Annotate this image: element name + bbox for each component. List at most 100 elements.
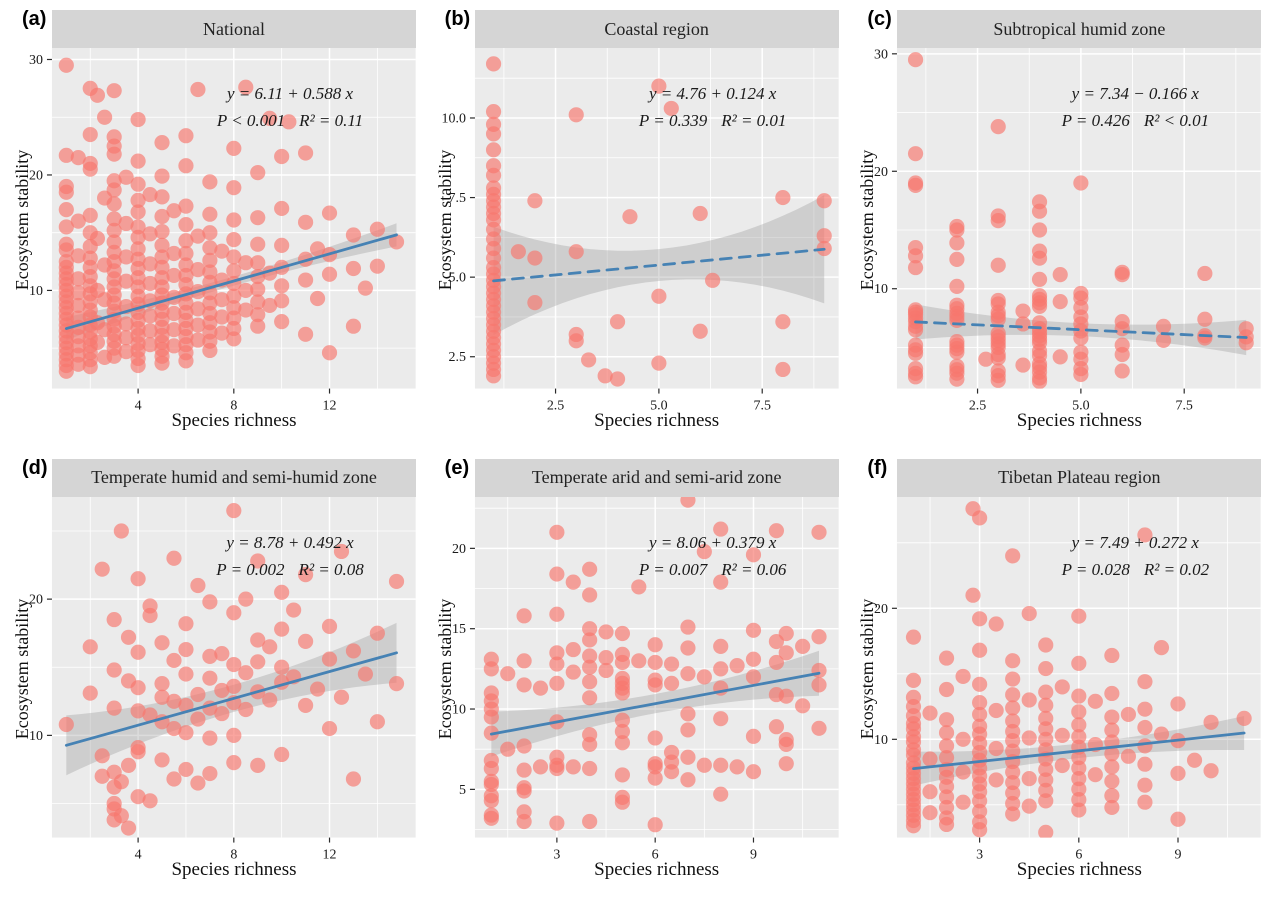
y-axis-label: Ecosystem stability (857, 598, 878, 739)
r-squared: R² = 0.02 (1143, 559, 1210, 579)
panel-title-strip-c: Subtropical humid zone (897, 10, 1262, 48)
panel-title: Temperate arid and semi-arid zone (531, 467, 782, 487)
svg-text:20: 20 (874, 165, 888, 180)
svg-text:6: 6 (1076, 847, 1083, 862)
panel-a: 4 8 12 10 20 30 (a) National y = 6.11 + 0.588… (0, 0, 423, 449)
panel-title-strip-b: Coastal region (474, 10, 839, 48)
regression-stats: P < 0.001 R² = 0.11 (217, 111, 363, 131)
svg-text:5.0: 5.0 (1072, 399, 1089, 414)
x-axis-label: Species richness (1016, 858, 1142, 880)
panel-title: Tibetan Plateau region (998, 467, 1161, 487)
panel-title-strip-f: Tibetan Plateau region (897, 458, 1262, 497)
svg-text:20: 20 (29, 168, 43, 183)
svg-text:20: 20 (874, 601, 888, 616)
p-value: P < 0.001 (216, 111, 286, 130)
regression-stats: P = 0.339 R² = 0.01 (639, 111, 787, 131)
regression-stats: P = 0.002 R² = 0.08 (216, 560, 364, 580)
svg-text:9: 9 (1175, 847, 1182, 862)
panel-title-strip-a: National (52, 10, 416, 48)
svg-text:10: 10 (452, 702, 466, 717)
panel-title: Subtropical humid zone (993, 18, 1166, 39)
svg-text:7.5: 7.5 (448, 191, 465, 206)
regression-stats: P = 0.007 R² = 0.06 (639, 560, 787, 580)
x-axis-label: Species richness (171, 410, 297, 431)
panel-letter-a: (a) (22, 8, 47, 30)
p-value: P = 0.028 (1061, 559, 1130, 579)
regression-stats: P = 0.426 R² < 0.01 (1062, 111, 1210, 131)
panel-letter-b: (b) (444, 8, 471, 30)
svg-text:10: 10 (29, 728, 43, 743)
regression-equation: y = 7.34 − 0.166 x (1071, 84, 1199, 103)
p-value: P = 0.007 (638, 559, 708, 579)
svg-text:6: 6 (651, 847, 658, 862)
svg-text:7.5: 7.5 (1176, 399, 1193, 414)
regression-stats: P = 0.028 R² = 0.02 (1062, 560, 1210, 580)
svg-text:3: 3 (976, 847, 983, 862)
svg-text:20: 20 (29, 592, 43, 607)
svg-text:10: 10 (874, 732, 888, 747)
scatter-plot-svg-a: 4 8 12 10 20 30 (29, 47, 416, 414)
y-axis-label: Ecosystem stability (12, 149, 32, 291)
svg-text:30: 30 (874, 47, 888, 62)
panel-title-strip-e: Temperate arid and semi-arid zone (474, 458, 839, 497)
svg-text:2.5: 2.5 (969, 399, 986, 414)
panel-f: 3 6 9 10 20 (f) Tibetan Plateau region y = 7… (845, 449, 1268, 897)
r-squared: R² = 0.01 (721, 111, 787, 130)
regression-equation: y = 8.06 + 0.379 x (649, 532, 777, 552)
scatter-plot-svg-d: 4 8 12 10 20 (29, 496, 416, 862)
svg-text:5: 5 (459, 782, 466, 797)
svg-text:2.5: 2.5 (546, 399, 563, 414)
scatter-plot-svg-f: 3 6 9 10 20 (874, 496, 1261, 862)
panel-letter-e: (e) (444, 456, 470, 479)
panel-letter-d: (d) (22, 456, 48, 479)
svg-text:9: 9 (750, 847, 757, 862)
panel-title: Temperate humid and semi-humid zone (91, 467, 377, 487)
svg-text:10.0: 10.0 (441, 111, 465, 126)
regression-equation: y = 8.78 + 0.492 x (226, 532, 354, 552)
y-axis-label: Ecosystem stability (434, 149, 455, 291)
r-squared: R² = 0.06 (721, 559, 787, 579)
y-axis-label: Ecosystem stability (857, 149, 878, 291)
panel-letter-c: (c) (867, 8, 892, 30)
y-axis-label: Ecosystem stability (434, 598, 455, 739)
scatter-plot-svg-b: 2.5 5.0 7.5 2.5 5.0 7.5 10.0 (441, 47, 839, 414)
x-axis-label: Species richness (171, 858, 297, 880)
regression-equation: y = 4.76 + 0.124 x (649, 84, 777, 103)
svg-text:10: 10 (29, 284, 43, 299)
x-axis-label: Species richness (594, 858, 720, 880)
svg-text:5.0: 5.0 (650, 399, 667, 414)
panel-title: Coastal region (604, 18, 709, 39)
svg-text:5.0: 5.0 (448, 271, 465, 286)
svg-text:30: 30 (29, 53, 43, 68)
svg-text:15: 15 (452, 622, 466, 637)
svg-text:3: 3 (553, 847, 560, 862)
r-squared: R² = 0.11 (299, 111, 364, 130)
svg-text:12: 12 (323, 847, 337, 862)
svg-text:12: 12 (323, 399, 337, 414)
x-axis-label: Species richness (594, 410, 720, 431)
p-value: P = 0.339 (638, 111, 708, 130)
scatter-plot-svg-e: 3 6 9 5 10 15 20 (452, 496, 839, 862)
r-squared: R² < 0.01 (1143, 111, 1210, 130)
p-value: P = 0.426 (1061, 111, 1130, 130)
panel-d: 4 8 12 10 20 (d) Temperate humid and semi-hu… (0, 449, 423, 897)
svg-text:20: 20 (452, 541, 466, 556)
svg-text:10: 10 (874, 282, 888, 297)
svg-text:2.5: 2.5 (448, 350, 465, 365)
r-squared: R² = 0.08 (298, 559, 364, 579)
panel-title: National (203, 18, 265, 39)
regression-equation: y = 7.49 + 0.272 x (1071, 532, 1199, 552)
panel-e: 3 6 9 5 10 15 20 (e) Temperate arid and semi-a… (423, 449, 846, 897)
p-value: P = 0.002 (216, 559, 285, 579)
svg-text:4: 4 (135, 847, 142, 862)
svg-text:8: 8 (230, 847, 237, 862)
svg-text:8: 8 (230, 399, 237, 414)
y-axis-label: Ecosystem stability (12, 598, 32, 739)
regression-equation: y = 6.11 + 0.588 x (226, 84, 354, 103)
scatter-plot-svg-c: 2.5 5.0 7.5 10 20 30 (874, 47, 1261, 414)
panel-title-strip-d: Temperate humid and semi-humid zone (52, 458, 416, 497)
panel-c: 2.5 5.0 7.5 10 20 30 (c) Subtropical humid zo… (845, 0, 1268, 449)
panel-letter-f: (f) (867, 456, 888, 479)
svg-text:7.5: 7.5 (753, 399, 770, 414)
